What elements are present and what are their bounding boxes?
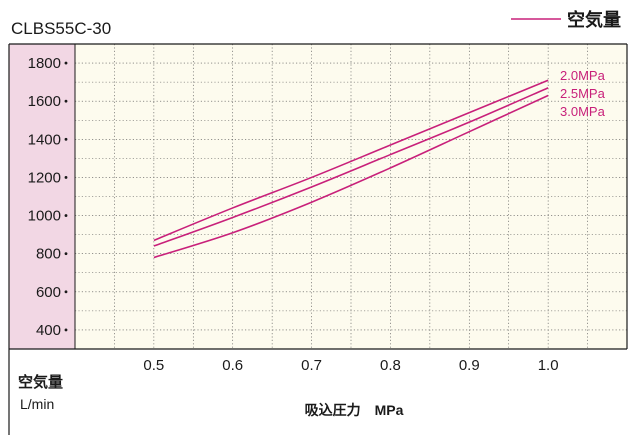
x-axis-label: 吸込圧力 MPa (305, 402, 404, 418)
x-tick-labels: 0.5 0.6 0.7 0.8 0.9 1.0 (143, 357, 558, 374)
y-axis-panel (9, 44, 75, 349)
series-line-2 (153, 87, 549, 247)
y-tick-dot (64, 214, 68, 217)
legend-label: 空気量 (567, 9, 621, 30)
chart-title: CLBS55C-30 (11, 19, 111, 38)
y-tick-label: 400 (36, 322, 61, 339)
series-line-3 (153, 94, 549, 259)
series-labels: 2.0MPa 2.5MPa 3.0MPa (560, 68, 606, 119)
y-tick-label: 1400 (28, 131, 61, 148)
x-tick-label: 1.0 (538, 357, 559, 374)
x-tick-label: 0.5 (143, 357, 164, 374)
y-tick-labels: 1800 1600 1400 1200 1000 800 600 400 (28, 55, 68, 339)
series-line-1 (153, 79, 549, 242)
y-tick-dot (64, 176, 68, 179)
y-tick-dot (64, 290, 68, 294)
y-tick-label: 800 (36, 246, 61, 263)
grid (75, 44, 627, 349)
y-tick-dot (64, 328, 68, 332)
y-tick-dot (64, 252, 68, 256)
y-tick-label: 1000 (28, 208, 61, 225)
series-label-2: 2.5MPa (560, 86, 606, 101)
y-axis-label-line2: L/min (20, 396, 54, 412)
x-tick-label: 0.6 (222, 357, 243, 374)
y-tick-dot (64, 137, 68, 141)
series-label-1: 2.0MPa (560, 68, 606, 83)
y-tick-dot (64, 99, 68, 103)
y-tick-dot (64, 61, 68, 65)
series-label-3: 3.0MPa (560, 104, 606, 119)
x-tick-label: 0.8 (380, 357, 401, 374)
y-tick-label: 1600 (28, 93, 61, 110)
y-axis-label-line1: 空気量 (18, 373, 63, 391)
y-tick-label: 600 (36, 284, 61, 301)
y-tick-label: 1200 (28, 169, 61, 186)
y-tick-label: 1800 (28, 55, 61, 72)
x-tick-label: 0.9 (459, 357, 480, 374)
series-lines (153, 79, 549, 259)
x-tick-label: 0.7 (301, 357, 322, 374)
